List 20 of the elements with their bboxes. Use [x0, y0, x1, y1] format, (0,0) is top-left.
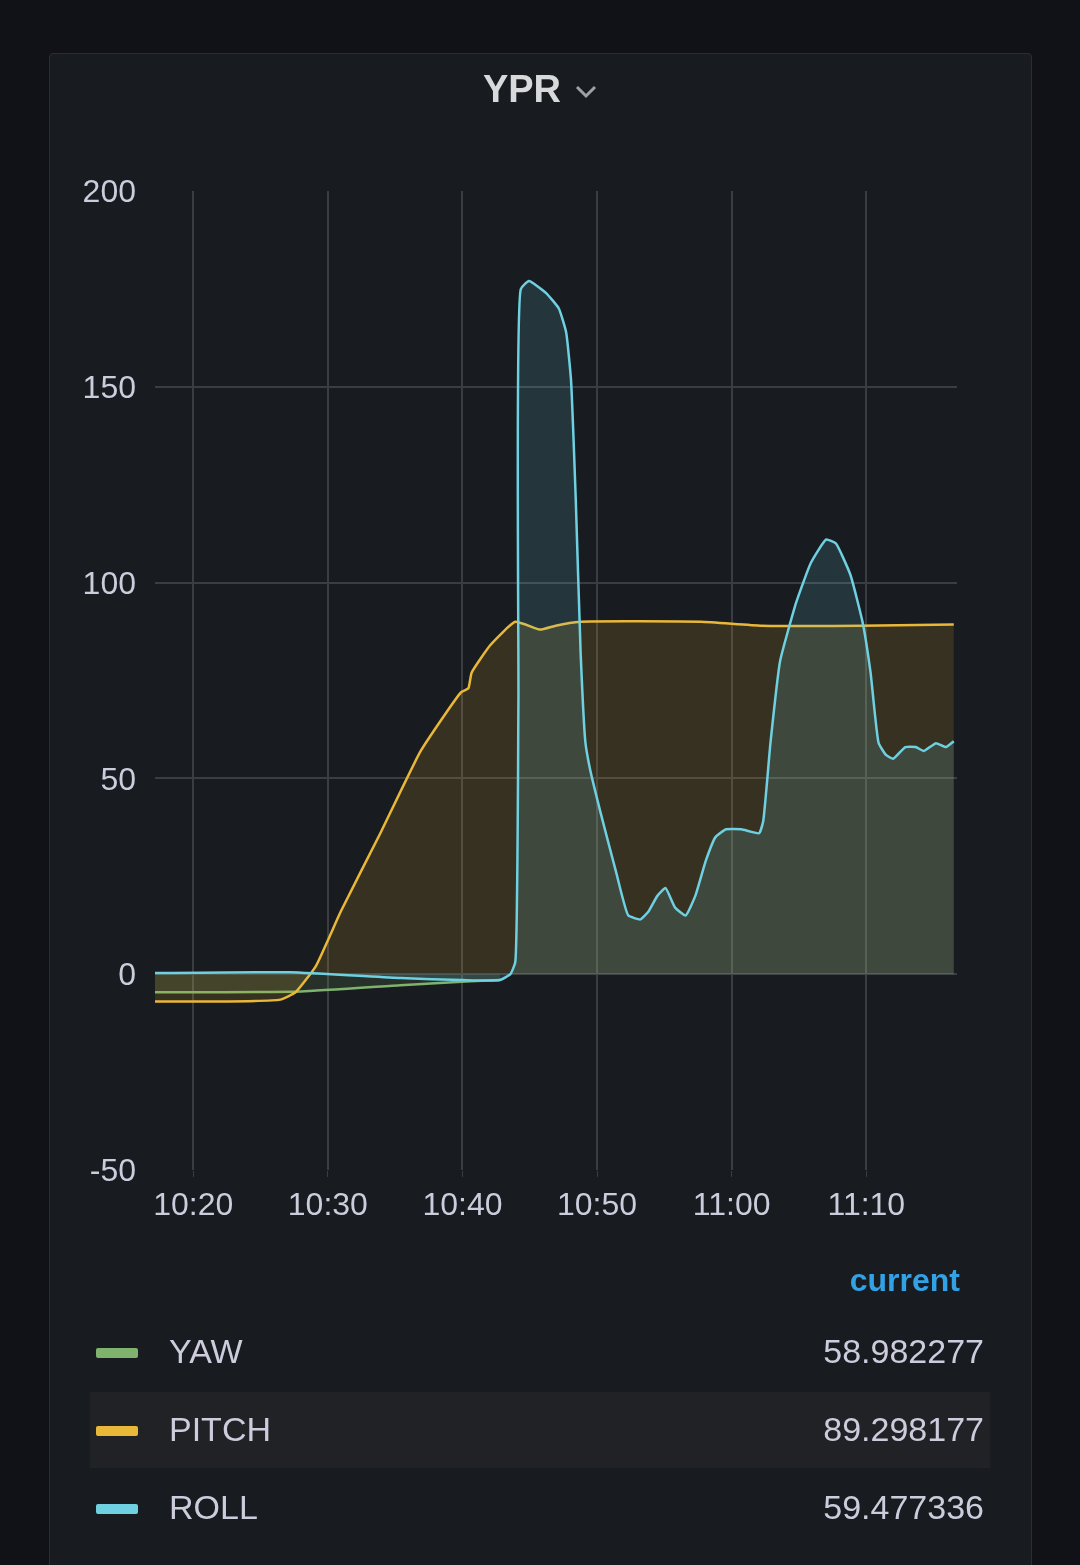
y-tick-label: 50 — [100, 760, 136, 797]
chart-title: YPR — [482, 68, 562, 110]
legend-label: ROLL — [169, 1488, 258, 1527]
text: 89.298177 — [823, 1410, 984, 1449]
legend-label: YAW — [169, 1332, 243, 1371]
text: 59.477336 — [823, 1488, 984, 1527]
y-tick-label: 0 — [118, 956, 136, 993]
y-tick-label: -50 — [89, 1152, 136, 1189]
text: 58.982277 — [823, 1332, 984, 1371]
legend-title: current — [849, 1262, 960, 1299]
x-tick-label: 10:40 — [422, 1186, 503, 1223]
x-tick-label: 10:20 — [153, 1186, 234, 1223]
y-tick-label: 150 — [82, 369, 136, 405]
y-tick-label: 200 — [82, 173, 136, 210]
y-tick-label: 100 — [82, 564, 136, 601]
x-tick-label: 11:10 — [827, 1186, 906, 1223]
x-tick-label: 10:30 — [287, 1186, 368, 1223]
x-tick-label: 11:00 — [692, 1186, 771, 1223]
x-tick-label: 10:50 — [556, 1186, 638, 1223]
legend-label: PITCH — [169, 1410, 271, 1449]
